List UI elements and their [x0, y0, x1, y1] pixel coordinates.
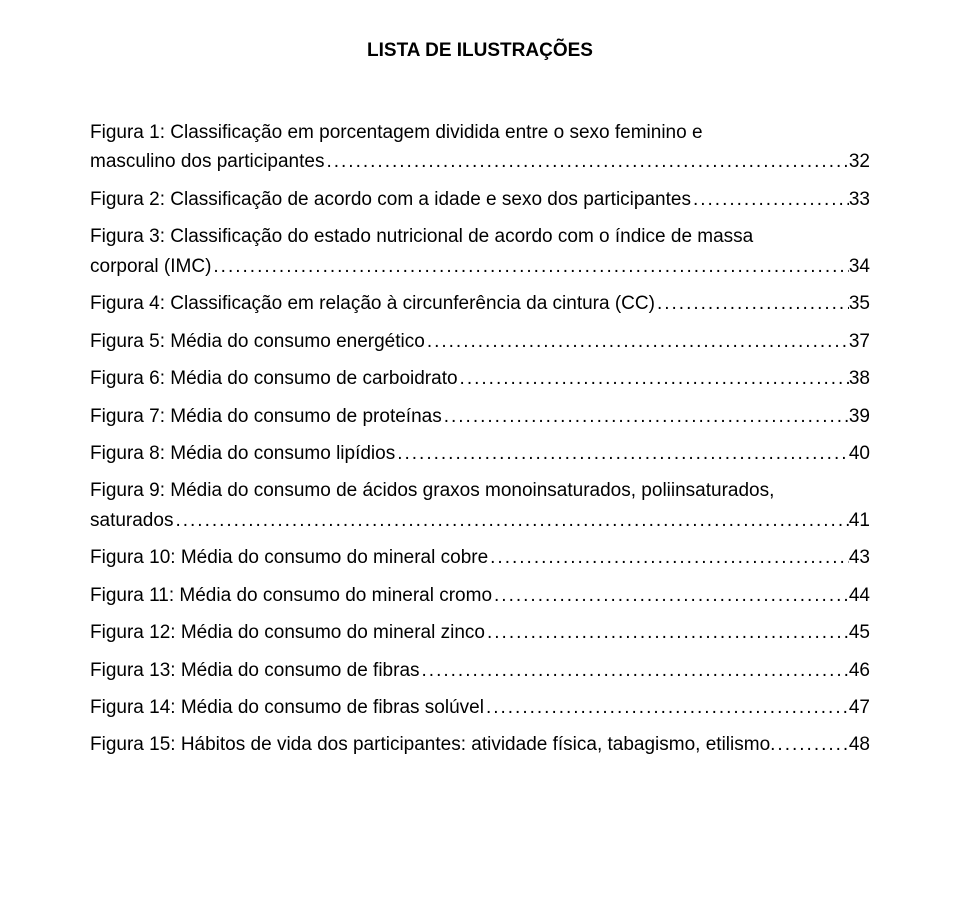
dot-leader: ........................................… [420, 656, 849, 685]
entry-text: Figura 15: Hábitos de vida dos participa… [90, 730, 775, 759]
entry-leader-line: Figura 6: Média do consumo de carboidrat… [90, 364, 870, 393]
list-item: Figura 9: Média do consumo de ácidos gra… [90, 476, 870, 535]
dot-leader: ........................................… [655, 289, 849, 318]
list-item: Figura 1: Classificação em porcentagem d… [90, 118, 870, 177]
entry-leader-line: Figura 12: Média do consumo do mineral z… [90, 618, 870, 647]
entry-text: Figura 10: Média do consumo do mineral c… [90, 543, 488, 572]
page-number: 32 [849, 147, 870, 176]
list-item: Figura 6: Média do consumo de carboidrat… [90, 364, 870, 393]
page-number: 41 [849, 506, 870, 535]
page-number: 39 [849, 402, 870, 431]
entry-text: Figura 13: Média do consumo de fibras [90, 656, 420, 685]
page-number: 33 [849, 185, 870, 214]
entry-leader-line: Figura 2: Classificação de acordo com a … [90, 185, 870, 214]
page-number: 34 [849, 252, 870, 281]
list-item: Figura 12: Média do consumo do mineral z… [90, 618, 870, 647]
entry-leader-line: Figura 15: Hábitos de vida dos participa… [90, 730, 870, 759]
dot-leader: ........................................… [691, 185, 849, 214]
dot-leader: ........................................… [324, 147, 848, 176]
entry-text: Figura 12: Média do consumo do mineral z… [90, 618, 485, 647]
page-number: 47 [849, 693, 870, 722]
dot-leader: ........................................… [488, 543, 849, 572]
page-number: 44 [849, 581, 870, 610]
entry-leader-line: Figura 10: Média do consumo do mineral c… [90, 543, 870, 572]
list-item: Figura 11: Média do consumo do mineral c… [90, 581, 870, 610]
entry-leader-line: Figura 14: Média do consumo de fibras so… [90, 693, 870, 722]
entry-leader-line: Figura 13: Média do consumo de fibras...… [90, 656, 870, 685]
entry-text: Figura 4: Classificação em relação à cir… [90, 289, 655, 318]
dot-leader: ........................................… [442, 402, 849, 431]
page-number: 45 [849, 618, 870, 647]
entry-text: saturados [90, 506, 173, 535]
dot-leader: ........................................… [173, 506, 848, 535]
entry-text: Figura 14: Média do consumo de fibras so… [90, 693, 484, 722]
list-item: Figura 14: Média do consumo de fibras so… [90, 693, 870, 722]
entry-text: Figura 6: Média do consumo de carboidrat… [90, 364, 458, 393]
list-item: Figura 4: Classificação em relação à cir… [90, 289, 870, 318]
list-item: Figura 2: Classificação de acordo com a … [90, 185, 870, 214]
dot-leader: ........................................… [458, 364, 849, 393]
entry-leader-line: Figura 4: Classificação em relação à cir… [90, 289, 870, 318]
page-number: 43 [849, 543, 870, 572]
entry-pre-line: Figura 9: Média do consumo de ácidos gra… [90, 476, 870, 505]
entry-text: Figura 5: Média do consumo energético [90, 327, 425, 356]
entry-leader-line: masculino dos participantes.............… [90, 147, 870, 176]
entry-leader-line: Figura 7: Média do consumo de proteínas.… [90, 402, 870, 431]
list-item: Figura 13: Média do consumo de fibras...… [90, 656, 870, 685]
page-number: 35 [849, 289, 870, 318]
document-page: LISTA DE ILUSTRAÇÕES Figura 1: Classific… [0, 0, 960, 919]
list-item: Figura 8: Média do consumo lipídios ....… [90, 439, 870, 468]
entry-leader-line: saturados...............................… [90, 506, 870, 535]
entry-pre-line: Figura 3: Classificação do estado nutric… [90, 222, 870, 251]
page-number: 40 [849, 439, 870, 468]
page-title: LISTA DE ILUSTRAÇÕES [90, 40, 870, 62]
page-number: 37 [849, 327, 870, 356]
dot-leader: ........................................… [395, 439, 849, 468]
entry-text: Figura 7: Média do consumo de proteínas [90, 402, 442, 431]
entry-leader-line: Figura 5: Média do consumo energético...… [90, 327, 870, 356]
dot-leader: ........................................… [485, 618, 849, 647]
entry-text: Figura 2: Classificação de acordo com a … [90, 185, 691, 214]
page-number: 38 [849, 364, 870, 393]
entry-pre-line: Figura 1: Classificação em porcentagem d… [90, 118, 870, 147]
list-item: Figura 5: Média do consumo energético...… [90, 327, 870, 356]
list-item: Figura 3: Classificação do estado nutric… [90, 222, 870, 281]
list-item: Figura 7: Média do consumo de proteínas.… [90, 402, 870, 431]
entry-text: Figura 8: Média do consumo lipídios [90, 439, 395, 468]
dot-leader: ........................................… [775, 730, 848, 759]
entry-text: Figura 11: Média do consumo do mineral c… [90, 581, 492, 610]
page-number: 46 [849, 656, 870, 685]
dot-leader: ........................................… [492, 581, 849, 610]
entry-leader-line: Figura 8: Média do consumo lipídios ....… [90, 439, 870, 468]
page-number: 48 [849, 730, 870, 759]
entry-leader-line: Figura 11: Média do consumo do mineral c… [90, 581, 870, 610]
entry-text: corporal (IMC) [90, 252, 211, 281]
dot-leader: ........................................… [211, 252, 848, 281]
list-item: Figura 15: Hábitos de vida dos participa… [90, 730, 870, 759]
entry-list: Figura 1: Classificação em porcentagem d… [90, 118, 870, 760]
entry-leader-line: corporal (IMC)..........................… [90, 252, 870, 281]
list-item: Figura 10: Média do consumo do mineral c… [90, 543, 870, 572]
entry-text: masculino dos participantes [90, 147, 324, 176]
dot-leader: ........................................… [425, 327, 849, 356]
dot-leader: ........................................… [484, 693, 849, 722]
